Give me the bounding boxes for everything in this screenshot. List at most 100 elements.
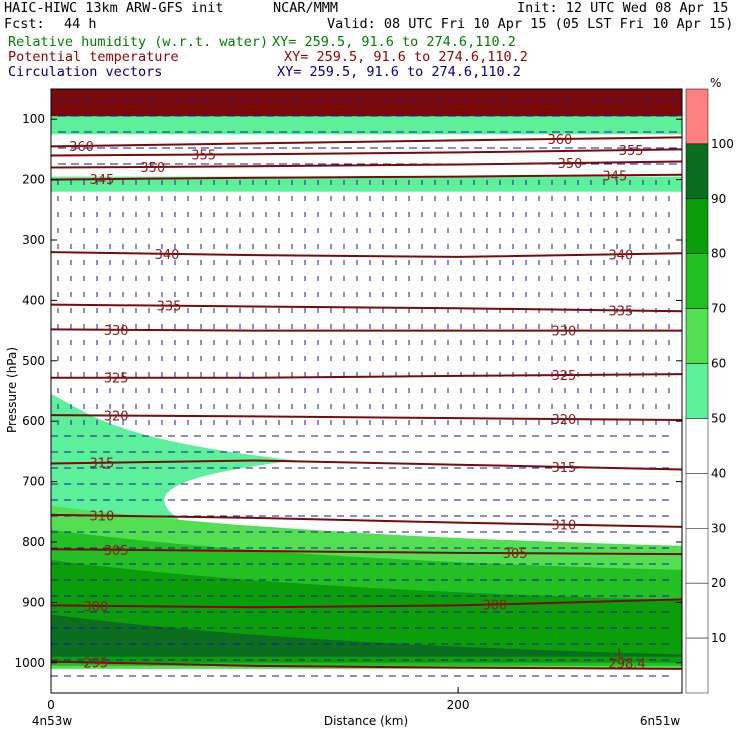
theta-contour-330 <box>51 328 682 332</box>
contour-label: 325 <box>104 372 129 387</box>
contour-label: 320 <box>104 410 129 425</box>
valid-time: Valid: 08 UTC Fri 10 Apr 15 (05 LST Fri … <box>327 16 734 32</box>
contour-label: 355 <box>191 149 216 164</box>
theta-contour-345 <box>51 173 682 181</box>
theta-contour-325 <box>51 373 682 379</box>
rh-region <box>51 113 682 135</box>
colorbar-box <box>685 528 709 584</box>
theta-contour-320 <box>51 414 682 421</box>
contour-label: 295 <box>83 657 108 672</box>
colorbar-box <box>685 582 709 639</box>
x-start-location: 4n53w <box>32 714 73 728</box>
contour-label: 335 <box>609 304 634 319</box>
colorbar-unit: % <box>710 76 721 90</box>
forecast-label: Fcst: <box>4 16 45 32</box>
colorbar-box <box>685 473 709 529</box>
theta-contour-300 <box>51 598 682 609</box>
plot-frame <box>50 88 683 694</box>
theta-contour-315 <box>51 459 682 471</box>
colorbar-label: 50 <box>711 411 726 425</box>
contour-label: 340 <box>155 248 180 263</box>
y-tick-label: 200 <box>22 173 45 187</box>
theta-contours: 360 360 355 355 350 350 345 345 340 340 335 335 330 3… <box>51 133 682 672</box>
colorbar-label: 100 <box>711 137 734 151</box>
field-vector-name: Circulation vectors <box>8 64 163 80</box>
theta-contour-335 <box>51 303 682 313</box>
rh-region <box>51 89 682 117</box>
colorbar-box <box>685 143 709 200</box>
contour-label: 330 <box>104 324 129 339</box>
contour-label: 350 <box>140 161 165 176</box>
contour-label: 350 <box>558 157 583 172</box>
colorbar-label: 30 <box>711 521 726 535</box>
field-rh-xy: XY= 259.5, 91.6 to 274.6,110.2 <box>272 34 516 50</box>
colorbar-label: 90 <box>711 192 726 206</box>
y-tick-label: 800 <box>22 535 45 549</box>
contour-label: 305 <box>104 544 129 559</box>
contour-label: 325 <box>552 369 577 384</box>
contour-label: 330 <box>552 325 577 340</box>
contour-label: 300 <box>482 598 507 613</box>
rh-region <box>51 394 296 521</box>
org-label: NCAR/MMM <box>273 0 339 16</box>
y-tick-label: 500 <box>22 354 45 368</box>
x-tick-label: 0 <box>47 698 55 712</box>
contour-label: 360 <box>69 140 94 155</box>
colorbar-box <box>685 198 709 254</box>
rh-region <box>51 614 682 657</box>
colorbar-label: 60 <box>711 357 726 371</box>
contour-label: 335 <box>157 300 182 315</box>
colorbar-box <box>685 253 709 309</box>
contour-label: 315 <box>552 461 577 476</box>
theta-contour-310 <box>51 513 682 528</box>
contour-label: 300 <box>83 600 108 615</box>
field-theta-name: Potential temperature <box>8 49 179 65</box>
annotation: 298.4 <box>608 657 645 672</box>
theta-contour-305 <box>51 548 682 556</box>
field-theta-xy: XY= 259.5, 91.6 to 274.6,110.2 <box>284 49 528 65</box>
colorbar-box <box>685 418 709 474</box>
contour-label: 320 <box>552 413 577 428</box>
rh-region <box>51 176 682 192</box>
contour-label: 305 <box>503 547 528 562</box>
humidity-shading <box>51 89 682 669</box>
colorbar-label: 20 <box>711 576 726 590</box>
colorbar-box <box>685 88 709 145</box>
init-time: Init: 12 UTC Wed 08 Apr 15 <box>517 0 729 16</box>
y-tick-label: 100 <box>22 112 45 126</box>
colorbar-label: 80 <box>711 247 726 261</box>
colorbar-label: 70 <box>711 302 726 316</box>
theta-contour-355 <box>51 148 682 157</box>
y-tick-label: 600 <box>22 414 45 428</box>
y-tick-label: 900 <box>22 595 45 609</box>
contour-label: 345 <box>89 173 114 188</box>
circulation-vectors <box>51 99 677 677</box>
y-tick-label: 400 <box>22 293 45 307</box>
field-rh-name: Relative humidity (w.r.t. water) <box>8 34 269 50</box>
field-vector-xy: XY= 259.5, 91.6 to 274.6,110.2 <box>277 64 521 80</box>
x-tick-label: 200 <box>447 698 470 712</box>
colorbar: 10 20 30 40 50 60 70 80 90 100% <box>685 76 734 694</box>
x-end-location: 6n51w <box>640 714 681 728</box>
theta-contour-340 <box>51 251 682 258</box>
theta-contour-350 <box>51 160 682 169</box>
contour-label: 355 <box>619 144 644 159</box>
y-axis-label: Pressure (hPa) <box>5 347 19 433</box>
contour-label: 310 <box>552 519 577 534</box>
axes: 100 200 300 400 500 600 700 800 900 1000 0 200 <box>14 112 682 712</box>
contour-label: 345 <box>602 169 627 184</box>
model-title: HAIC-HIWC 13km ARW-GFS init <box>4 0 224 16</box>
colorbar-label: 10 <box>711 631 726 645</box>
contour-label: 360 <box>547 133 572 148</box>
contour-label: 315 <box>89 457 114 472</box>
colorbar-box <box>685 637 709 694</box>
colorbar-box <box>685 363 709 419</box>
forecast-hour: 44 h <box>64 16 97 32</box>
y-tick-label: 1000 <box>14 656 45 670</box>
y-tick-label: 300 <box>22 233 45 247</box>
y-tick-label: 700 <box>22 475 45 489</box>
colorbar-label: 40 <box>711 466 726 480</box>
colorbar-box <box>685 308 709 364</box>
